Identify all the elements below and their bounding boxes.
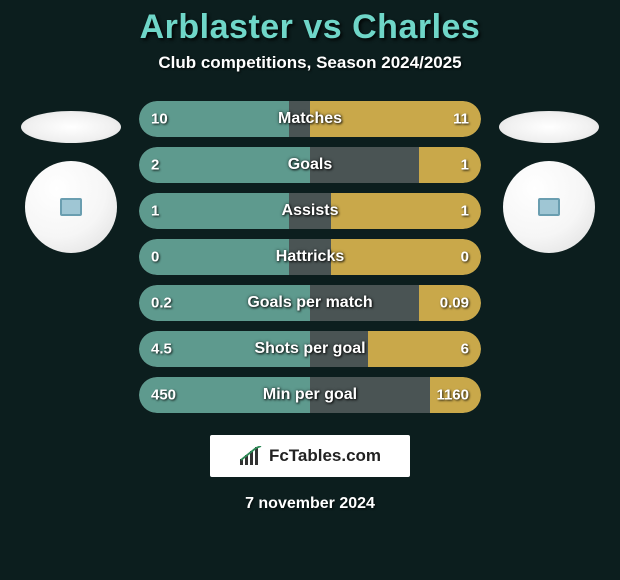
stat-left-value: 450 <box>151 387 176 404</box>
stat-bar-goals_per_match: 0.2 0.09 Goals per match <box>139 285 481 321</box>
player-left-name-plate <box>21 111 121 143</box>
bar-fill-right <box>331 193 481 229</box>
bar-fill-left <box>139 147 310 183</box>
player-right-avatar <box>503 161 595 253</box>
player-left-avatar <box>25 161 117 253</box>
bar-fill-right <box>331 239 481 275</box>
stat-right-value: 1 <box>461 157 469 174</box>
stat-right-value: 0.09 <box>440 295 469 312</box>
brand-text: FcTables.com <box>269 446 381 466</box>
stat-bar-assists: 1 1 Assists <box>139 193 481 229</box>
stat-left-value: 1 <box>151 203 159 220</box>
stat-left-value: 0 <box>151 249 159 266</box>
bar-fill-left <box>139 239 289 275</box>
stat-bar-shots_per_goal: 4.5 6 Shots per goal <box>139 331 481 367</box>
stat-label: Min per goal <box>263 386 357 404</box>
stat-bar-goals: 2 1 Goals <box>139 147 481 183</box>
stat-right-value: 1160 <box>436 387 469 404</box>
stat-left-value: 10 <box>151 111 168 128</box>
placeholder-icon <box>538 198 560 216</box>
footer-date: 7 november 2024 <box>245 495 375 513</box>
stat-bar-min_per_goal: 450 1160 Min per goal <box>139 377 481 413</box>
bar-fill-left <box>139 193 289 229</box>
brand-badge: FcTables.com <box>210 435 410 477</box>
page-title: Arblaster vs Charles <box>140 8 481 47</box>
brand-chart-icon <box>239 446 263 466</box>
stat-right-value: 0 <box>461 249 469 266</box>
stat-label: Shots per goal <box>254 340 365 358</box>
page-subtitle: Club competitions, Season 2024/2025 <box>158 53 461 73</box>
stat-label: Goals <box>288 156 332 174</box>
stat-label: Goals per match <box>247 294 372 312</box>
stat-label: Assists <box>282 202 339 220</box>
stats-column: 1011Matches21Goals11Assists00Hattricks0.… <box>139 101 481 413</box>
stat-right-value: 6 <box>461 341 469 358</box>
stat-left-value: 2 <box>151 157 159 174</box>
stat-left-value: 4.5 <box>151 341 172 358</box>
stat-label: Hattricks <box>276 248 344 266</box>
player-right-name-plate <box>499 111 599 143</box>
stat-left-value: 0.2 <box>151 295 172 312</box>
placeholder-icon <box>60 198 82 216</box>
stat-bar-hattricks: 0 0 Hattricks <box>139 239 481 275</box>
stat-bar-matches: 10 11 Matches <box>139 101 481 137</box>
bar-fill-right <box>419 147 481 183</box>
stat-label: Matches <box>278 110 342 128</box>
player-left-side <box>21 101 121 253</box>
main-area: 1011Matches21Goals11Assists00Hattricks0.… <box>0 101 620 413</box>
comparison-card: Arblaster vs Charles Club competitions, … <box>0 0 620 580</box>
player-right-side <box>499 101 599 253</box>
stat-right-value: 1 <box>461 203 469 220</box>
stat-right-value: 11 <box>453 111 469 128</box>
